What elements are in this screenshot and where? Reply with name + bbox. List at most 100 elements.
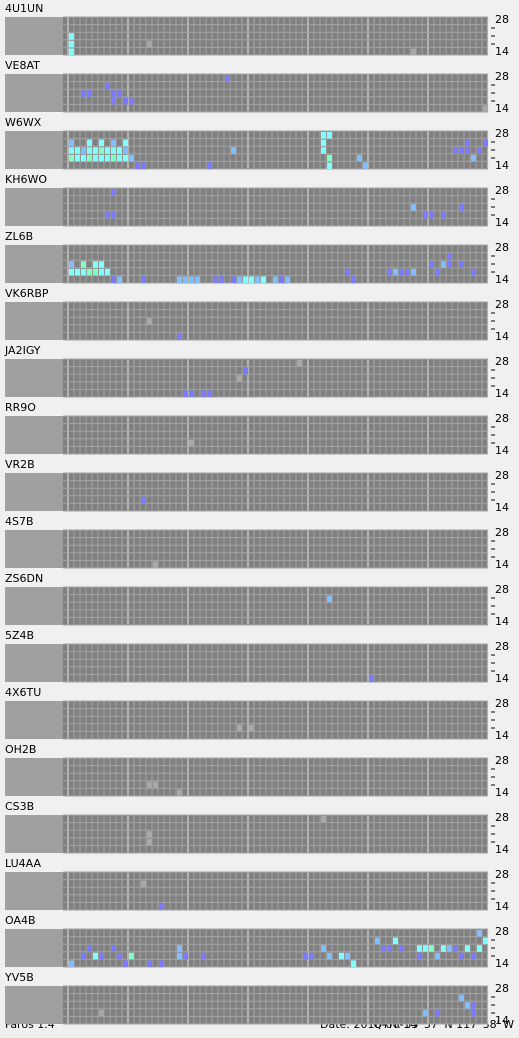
signal-cell — [459, 994, 464, 1002]
signal-cell — [147, 831, 152, 838]
band-label: 28 — [495, 412, 509, 425]
signal-cell — [471, 952, 476, 960]
signal-cell — [483, 937, 488, 945]
band-label: 14 — [495, 558, 509, 571]
signal-cell — [231, 147, 236, 154]
band-label: 28 — [495, 13, 509, 26]
signal-cell — [147, 781, 152, 789]
signal-cell — [87, 154, 92, 162]
signal-cell — [123, 960, 128, 967]
signal-cell — [69, 960, 74, 967]
signal-cell — [69, 268, 74, 276]
signal-cell — [237, 375, 242, 382]
signal-cell — [477, 945, 482, 952]
signal-cell — [447, 253, 452, 261]
signal-cell — [399, 945, 404, 952]
signal-cell — [213, 276, 218, 283]
station-name: OA4B — [5, 914, 36, 927]
signal-cell — [75, 147, 80, 154]
signal-cell — [453, 945, 458, 952]
signal-cell — [441, 211, 446, 219]
signal-cell — [201, 390, 206, 397]
signal-cell — [69, 147, 74, 154]
signal-cell — [321, 139, 326, 147]
signal-cell — [123, 97, 128, 105]
signal-cell — [99, 261, 104, 268]
signal-cell — [87, 90, 92, 97]
signal-cell — [147, 960, 152, 967]
signal-cell — [111, 154, 116, 162]
signal-cell — [297, 360, 302, 367]
signal-cell — [327, 952, 332, 960]
signal-cell — [69, 48, 74, 55]
band-label: 28 — [495, 697, 509, 710]
band-label: 14 — [495, 843, 509, 856]
signal-cell — [429, 261, 434, 268]
station-block — [5, 986, 63, 1024]
signal-cell — [393, 268, 398, 276]
band-label: 28 — [495, 241, 509, 254]
station-block — [5, 530, 63, 568]
signal-cell — [243, 367, 248, 375]
signal-cell — [123, 147, 128, 154]
station-name: RR9O — [5, 401, 36, 414]
signal-cell — [117, 952, 122, 960]
signal-cell — [93, 147, 98, 154]
station-block — [5, 17, 63, 55]
signal-cell — [429, 211, 434, 219]
signal-cell — [453, 147, 458, 154]
signal-cell — [69, 33, 74, 40]
signal-cell — [153, 561, 158, 568]
signal-cell — [411, 204, 416, 211]
signal-cell — [459, 261, 464, 268]
station-name: LU4AA — [5, 857, 41, 870]
band-label: 14 — [495, 786, 509, 799]
signal-cell — [75, 268, 80, 276]
signal-cell — [243, 276, 248, 283]
band-label: 28 — [495, 868, 509, 881]
signal-cell — [93, 154, 98, 162]
signal-cell — [81, 147, 86, 154]
station-block — [5, 131, 63, 169]
band-label: 28 — [495, 70, 509, 83]
signal-cell — [225, 75, 230, 82]
signal-cell — [249, 276, 254, 283]
signal-cell — [447, 261, 452, 268]
signal-cell — [435, 268, 440, 276]
grid-background — [63, 359, 488, 397]
station-block — [5, 929, 63, 967]
band-label: 14 — [495, 1014, 509, 1027]
signal-cell — [345, 952, 350, 960]
signal-cell — [189, 439, 194, 447]
band-label: 14 — [495, 45, 509, 58]
grid-background — [63, 701, 488, 739]
grid-background — [63, 530, 488, 568]
station-block — [5, 188, 63, 226]
signal-cell — [369, 675, 374, 682]
band-label: 14 — [495, 900, 509, 913]
signal-cell — [153, 781, 158, 789]
band-label: 28 — [495, 925, 509, 938]
station-block — [5, 587, 63, 625]
signal-cell — [435, 1009, 440, 1017]
signal-cell — [447, 945, 452, 952]
signal-cell — [117, 154, 122, 162]
signal-cell — [483, 139, 488, 147]
signal-cell — [141, 880, 146, 888]
signal-cell — [435, 952, 440, 960]
signal-cell — [105, 211, 110, 219]
station-name: KH6WO — [5, 173, 47, 186]
signal-cell — [183, 390, 188, 397]
signal-cell — [99, 139, 104, 147]
signal-cell — [285, 276, 290, 283]
signal-cell — [327, 595, 332, 603]
station-name: 4S7B — [5, 515, 34, 528]
grid-background — [63, 758, 488, 796]
signal-cell — [483, 105, 488, 112]
signal-cell — [75, 154, 80, 162]
signal-cell — [417, 945, 422, 952]
station-name: 5Z4B — [5, 629, 34, 642]
signal-cell — [87, 268, 92, 276]
signal-cell — [111, 139, 116, 147]
signal-cell — [117, 90, 122, 97]
